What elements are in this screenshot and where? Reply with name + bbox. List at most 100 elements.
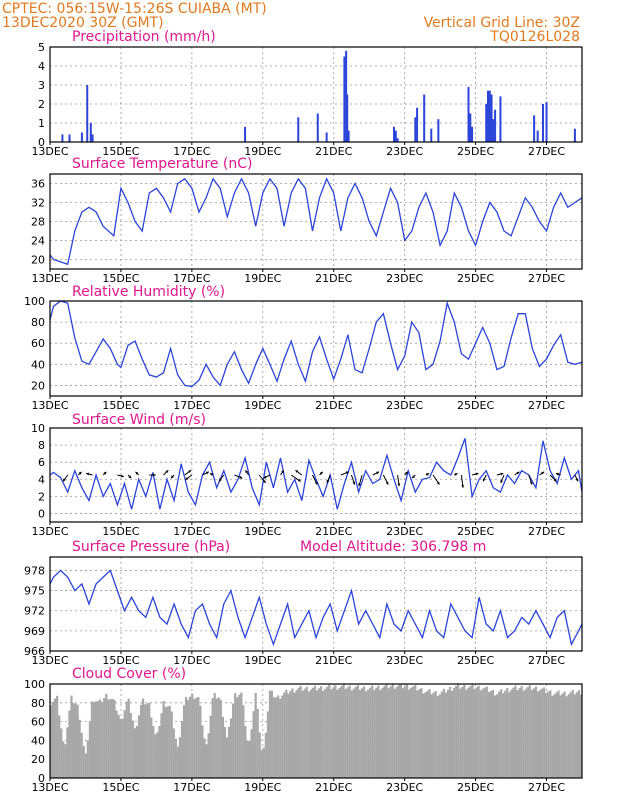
cloud-bar — [303, 688, 306, 778]
cloud-bar — [561, 693, 564, 778]
cloud-bar — [414, 685, 417, 778]
wind-vector-head — [314, 481, 318, 485]
rh-xtick-label: 17DEC — [173, 399, 210, 412]
cloud-bar — [78, 719, 81, 778]
rh-xtick-label: 27DEC — [528, 399, 565, 412]
temp-ytick-label: 28 — [31, 216, 45, 229]
rh-xtick-label: 23DEC — [386, 399, 423, 412]
precip-bar — [536, 130, 539, 142]
cloud-bar — [162, 700, 165, 778]
wind-vector-head — [188, 470, 192, 473]
cloud-bar — [309, 689, 312, 778]
cloud-bar — [543, 687, 546, 778]
header-date: 13DEC2020 30Z (GMT) — [2, 15, 164, 31]
wind-ytick-label: 6 — [38, 456, 45, 469]
precip-bar — [414, 117, 417, 142]
precip-panel: 0 1 2 3 4 5 13DEC 15DEC 17DEC 19DEC 21DEC 23DEC 25DE… — [31, 41, 583, 158]
cloud-bar — [244, 726, 247, 778]
pres-xtick-label: 17DEC — [173, 654, 210, 667]
cloud-xtick-label: 27DEC — [528, 781, 565, 794]
cloud-bar — [248, 740, 251, 778]
cloud-bar — [565, 696, 568, 778]
cloud-bar — [219, 699, 222, 778]
cloud-bar — [60, 728, 63, 778]
cloud-bar — [373, 689, 376, 778]
precip-bar — [345, 50, 348, 142]
cloud-bar — [299, 685, 302, 778]
wind-ytick-label: 4 — [38, 473, 45, 486]
cloud-xtick-label: 17DEC — [173, 781, 210, 794]
precip-bar — [396, 138, 399, 142]
cloud-bar — [184, 697, 188, 778]
cloud-xtick-label: 23DEC — [386, 781, 423, 794]
precip-bar — [430, 128, 433, 142]
wind-vector-head — [120, 474, 124, 478]
cloud-bar — [477, 685, 480, 778]
cloud-bar — [465, 689, 468, 778]
precip-bar — [343, 56, 346, 142]
wind-vector-head — [86, 472, 90, 476]
precip-bar — [490, 94, 493, 142]
cloud-bar — [571, 689, 574, 778]
wind-vector-head — [475, 472, 479, 476]
cloud-ytick-label: 100 — [24, 678, 45, 691]
cloud-bar — [508, 692, 511, 778]
cloud-bar — [520, 686, 523, 778]
precip-bar — [61, 134, 64, 142]
cloud-bar — [410, 687, 413, 778]
cloud-bar — [68, 710, 71, 778]
cloud-bar — [101, 702, 104, 778]
cloud-bar — [74, 703, 77, 778]
cloud-bar — [207, 733, 210, 778]
pres-annotation: Model Altitude: 306.798 m — [300, 539, 486, 555]
cloud-bar — [146, 703, 149, 778]
cloud-bar — [307, 691, 310, 778]
cloud-bar — [408, 689, 411, 778]
rh-title: Relative Humidity (%) — [72, 284, 225, 300]
cloud-bar — [545, 692, 548, 778]
cloud-bar — [215, 698, 218, 778]
cloud-ytick-label: 40 — [31, 734, 45, 747]
cloud-bar — [502, 693, 505, 778]
wind-vector-head — [482, 478, 486, 482]
cloud-bar — [412, 686, 415, 778]
cloud-bar — [536, 691, 540, 778]
cloud-bar — [109, 699, 112, 778]
cloud-bar — [428, 689, 431, 778]
cloud-bar — [444, 692, 448, 778]
precip-xtick-label: 15DEC — [102, 145, 139, 158]
cloud-bar — [549, 690, 552, 778]
rh-ytick-label: 100 — [24, 295, 45, 308]
cloud-bar — [170, 711, 173, 778]
cloud-bar — [111, 698, 114, 778]
wind-vector-head — [500, 472, 504, 476]
precip-bar — [89, 123, 92, 142]
wind-panel: 0 2 4 6 8 10 13DEC 15DEC 17DEC 19DEC 21DEC 23DEC 25D… — [31, 422, 583, 538]
precip-xtick-label: 17DEC — [173, 145, 210, 158]
cloud-bar — [369, 687, 372, 778]
cloud-bar — [311, 687, 315, 778]
cloud-bar — [168, 705, 171, 778]
cloud-bar — [129, 712, 132, 778]
cloud-bar — [551, 695, 554, 778]
cloud-bar — [270, 690, 274, 778]
cloud-bar — [268, 690, 272, 778]
wind-vector-head — [516, 471, 520, 475]
precip-bar — [485, 104, 488, 142]
cloud-bar — [377, 685, 380, 778]
cloud-bar — [344, 689, 347, 778]
header-location: CPTEC: 056:15W-15:26S CUIABA (MT) — [2, 1, 267, 17]
cloud-bar — [277, 695, 280, 778]
wind-vector-head — [529, 481, 533, 485]
wind-xtick-label: 25DEC — [457, 525, 494, 538]
cloud-bar — [479, 690, 482, 778]
cloud-bar — [500, 689, 503, 778]
cloud-bar — [340, 685, 343, 778]
wind-vector-head — [62, 478, 66, 482]
cloud-bar — [473, 689, 476, 778]
cloud-bar — [424, 692, 427, 778]
cloud-bar — [397, 685, 400, 778]
cloud-bar — [242, 705, 245, 778]
cloud-bar — [320, 686, 323, 778]
cloud-bar — [524, 688, 527, 778]
